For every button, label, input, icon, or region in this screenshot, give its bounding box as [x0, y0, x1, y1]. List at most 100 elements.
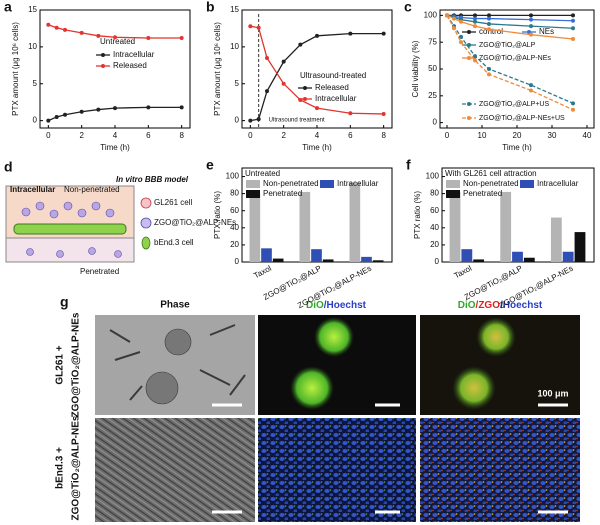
- row-label: ZGO@TiO₂@ALP-NEs: [71, 415, 82, 520]
- x-tick-label: 4: [315, 131, 320, 140]
- point: [571, 13, 575, 18]
- point: [146, 36, 151, 41]
- point: [46, 118, 51, 123]
- point: [63, 112, 67, 117]
- legend-swatch: [446, 190, 460, 198]
- chart-title: With GL261 cell attraction: [445, 169, 537, 178]
- y-tick-label: 100: [226, 172, 240, 181]
- legend-swatch: [320, 180, 334, 188]
- point: [265, 55, 269, 60]
- fluor-image: [258, 418, 416, 522]
- series-line: [250, 32, 384, 122]
- point: [265, 89, 269, 94]
- point: [113, 35, 117, 40]
- column-header: DiO/ZGO/Hoechst: [458, 300, 543, 311]
- point: [79, 30, 84, 35]
- phase-cells: [109, 324, 246, 405]
- point: [281, 81, 286, 86]
- spheroid: [314, 317, 354, 357]
- x-tick-label: 10: [478, 131, 487, 140]
- y-tick-label: 80: [430, 189, 439, 198]
- point: [248, 118, 253, 123]
- legend-label: NEs: [539, 27, 554, 36]
- y-axis-label: PTX amount (μg 10⁶ cells): [213, 22, 222, 116]
- point: [473, 58, 477, 63]
- point: [315, 33, 319, 38]
- point: [381, 31, 386, 36]
- panel-label: e: [206, 157, 214, 173]
- legend-label: control: [479, 27, 503, 36]
- legend-marker: [303, 97, 307, 101]
- row-label: ZGO@TiO₂@ALP-NEs: [71, 312, 82, 417]
- point: [571, 18, 575, 23]
- diagram-label: Non-penetrated: [64, 185, 120, 194]
- bar: [361, 256, 372, 262]
- x-axis-label: Time (h): [502, 143, 532, 152]
- bar: [473, 259, 485, 262]
- endothelial-layer: [13, 223, 127, 235]
- x-tick-label: 30: [548, 131, 557, 140]
- diagram-label: Penetrated: [80, 267, 119, 276]
- legend-label: Penetrated: [263, 189, 302, 198]
- diagram-legend: ZGO@TiO₂@ALP-NEs: [154, 218, 236, 227]
- bar: [562, 251, 574, 262]
- legend-swatch: [520, 180, 534, 188]
- x-tick-label: 2: [79, 131, 84, 140]
- point: [459, 19, 463, 24]
- y-axis-label: PTX ratio (%): [213, 191, 222, 239]
- x-tick-label: 2: [281, 131, 286, 140]
- bar: [574, 232, 586, 262]
- bar: [322, 259, 334, 262]
- y-tick-label: 40: [430, 223, 439, 232]
- point: [529, 32, 533, 37]
- gl261-cells: [21, 201, 122, 258]
- spheroid: [290, 366, 334, 410]
- y-tick-label: 100: [424, 10, 438, 19]
- legend-label: ZGO@TiO₂@ALP-NEs: [479, 55, 551, 62]
- point: [473, 16, 477, 21]
- insert-bottom: [5, 237, 135, 263]
- point: [487, 67, 491, 71]
- legend-marker: [467, 30, 471, 34]
- bbb-diagram: d Intracellular Non-penetrated In vitro …: [4, 159, 236, 276]
- x-tick-label: 8: [381, 131, 386, 140]
- x-tick-label: 0: [445, 131, 450, 140]
- point: [571, 36, 575, 41]
- legend-label: Intracellular: [113, 50, 155, 59]
- bar: [311, 249, 322, 262]
- legend-label: Penetrated: [463, 189, 502, 198]
- scale-label: 100 μm: [537, 388, 568, 398]
- y-tick-label: 60: [430, 206, 439, 215]
- point: [54, 114, 59, 119]
- point: [571, 107, 575, 112]
- phase-image: [95, 418, 255, 522]
- y-tick-label: 20: [430, 240, 439, 249]
- y-tick-label: 20: [230, 240, 239, 249]
- point: [571, 101, 575, 106]
- point: [315, 106, 319, 111]
- x-axis-label: Time (h): [302, 143, 332, 152]
- point: [256, 117, 261, 122]
- legend-icon: [141, 236, 151, 250]
- spheroid: [476, 317, 516, 357]
- x-tick-label: 6: [348, 131, 353, 140]
- y-tick-label: 0: [33, 116, 38, 125]
- legend-label: Non-penetrated: [463, 179, 519, 188]
- legend-label: Released: [315, 83, 349, 92]
- point: [348, 31, 353, 36]
- spheroid: [452, 366, 496, 410]
- point: [529, 17, 533, 22]
- y-tick-label: 15: [230, 5, 239, 14]
- panel-label: g: [60, 294, 69, 310]
- point: [348, 111, 353, 116]
- bar: [372, 260, 384, 262]
- y-tick-label: 100: [426, 172, 440, 181]
- panel-label: d: [4, 159, 13, 175]
- legend-swatch: [246, 190, 260, 198]
- point: [46, 22, 51, 27]
- legend-marker: [467, 56, 471, 60]
- legend-marker: [467, 116, 471, 120]
- row-label: bEnd.3 +: [55, 447, 66, 489]
- legend-label: ZGO@TiO₂@ALP-NEs+US: [479, 115, 565, 122]
